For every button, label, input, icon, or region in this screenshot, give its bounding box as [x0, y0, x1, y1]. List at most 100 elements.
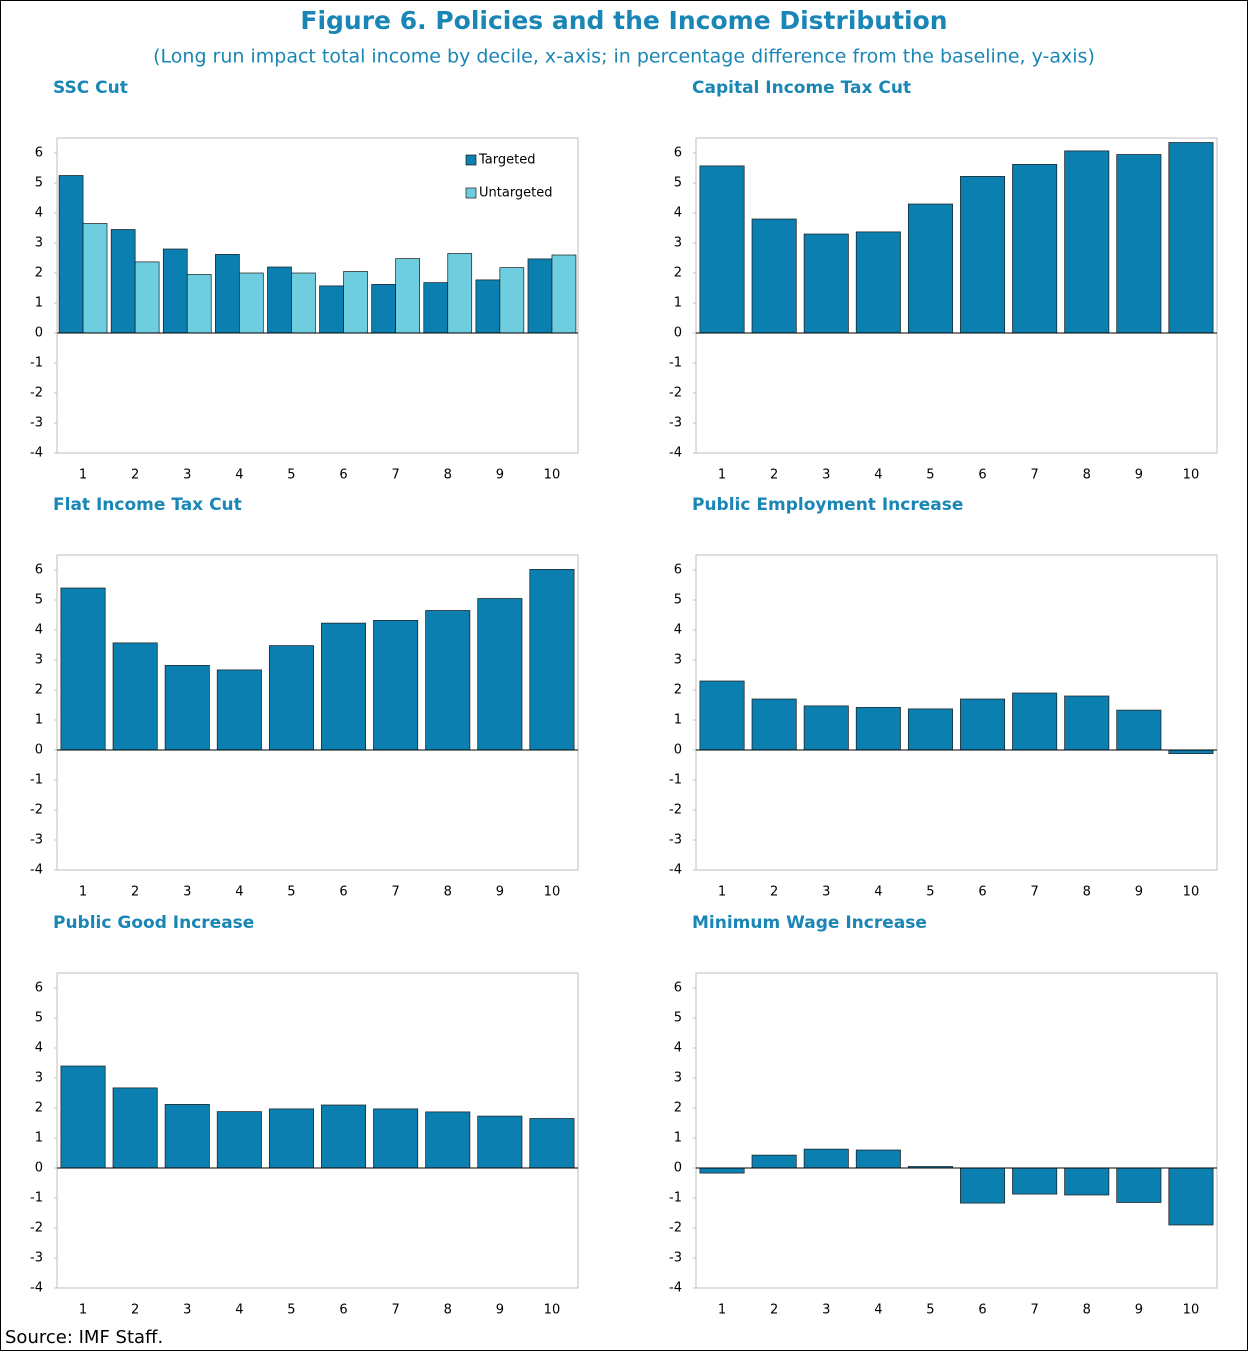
bar — [527, 258, 553, 334]
y-tick-label: -4 — [669, 1281, 682, 1296]
x-tick-label: 9 — [496, 885, 504, 900]
bar — [112, 642, 158, 751]
bar — [855, 231, 901, 334]
bar — [134, 261, 160, 334]
bar — [855, 707, 901, 751]
bar — [395, 258, 420, 334]
y-tick-label: -1 — [669, 356, 682, 371]
y-tick-label: -4 — [30, 863, 43, 878]
x-tick-label: 10 — [544, 1303, 561, 1318]
bar — [477, 1115, 523, 1169]
y-tick-label: 5 — [674, 176, 682, 191]
y-tick-label: -2 — [30, 803, 43, 818]
y-tick-label: 4 — [674, 623, 682, 638]
y-tick-label: 1 — [674, 713, 682, 728]
y-tick-label: -1 — [30, 356, 43, 371]
y-tick-label: -4 — [669, 446, 682, 461]
y-tick-label: 3 — [35, 653, 43, 668]
y-tick-label: 3 — [35, 236, 43, 251]
y-tick-label: 2 — [674, 266, 682, 281]
bar — [216, 669, 262, 751]
bar — [319, 285, 344, 334]
figure-subtitle: (Long run impact total income by decile,… — [153, 46, 1095, 68]
bar — [239, 272, 264, 334]
bar — [425, 1111, 471, 1169]
bar — [1168, 142, 1214, 334]
y-tick-label: -3 — [30, 833, 43, 848]
x-tick-label: 7 — [1031, 468, 1039, 483]
x-tick-label: 4 — [874, 1303, 882, 1318]
x-tick-label: 8 — [444, 885, 452, 900]
y-tick-label: 0 — [674, 326, 682, 341]
bar — [1064, 1167, 1110, 1196]
x-tick-label: 2 — [131, 468, 139, 483]
x-tick-label: 2 — [770, 885, 778, 900]
x-tick-label: 3 — [822, 885, 830, 900]
x-tick-label: 1 — [79, 1303, 87, 1318]
bar — [321, 622, 367, 751]
y-tick-label: -2 — [669, 386, 682, 401]
y-tick-label: -4 — [669, 863, 682, 878]
x-tick-label: 10 — [544, 468, 561, 483]
bar — [960, 698, 1006, 751]
y-tick-label: 1 — [674, 296, 682, 311]
x-tick-label: 5 — [287, 468, 295, 483]
bar — [112, 1087, 158, 1169]
y-tick-label: 2 — [674, 1101, 682, 1116]
bar — [216, 1111, 262, 1169]
x-tick-label: 9 — [496, 1303, 504, 1318]
x-tick-label: 4 — [235, 468, 243, 483]
y-tick-label: 6 — [35, 981, 43, 996]
x-tick-label: 3 — [183, 468, 191, 483]
y-tick-label: -3 — [30, 1251, 43, 1266]
x-tick-label: 10 — [544, 885, 561, 900]
bar — [751, 218, 797, 334]
bar — [699, 165, 745, 334]
bar — [268, 645, 314, 751]
bar — [425, 610, 471, 751]
x-tick-label: 6 — [339, 885, 347, 900]
bar — [1168, 1167, 1214, 1226]
bar — [960, 1167, 1006, 1204]
bar — [803, 1148, 849, 1169]
y-tick-label: 0 — [35, 1161, 43, 1176]
bar — [423, 282, 449, 334]
x-tick-label: 2 — [770, 1303, 778, 1318]
x-tick-label: 3 — [822, 1303, 830, 1318]
bar — [1116, 709, 1162, 751]
bar — [267, 266, 292, 334]
x-tick-label: 6 — [978, 1303, 986, 1318]
bar — [371, 284, 396, 334]
bar — [82, 223, 108, 334]
x-tick-label: 8 — [1083, 468, 1091, 483]
x-tick-label: 2 — [131, 885, 139, 900]
bar — [1012, 164, 1058, 334]
panel-title: Minimum Wage Increase — [692, 913, 927, 933]
y-tick-label: 3 — [35, 1071, 43, 1086]
y-tick-label: 0 — [35, 743, 43, 758]
y-tick-label: 0 — [674, 743, 682, 758]
y-tick-label: -4 — [30, 446, 43, 461]
x-tick-label: 6 — [339, 1303, 347, 1318]
x-tick-label: 8 — [1083, 885, 1091, 900]
y-tick-label: 2 — [35, 1101, 43, 1116]
y-tick-label: 4 — [35, 623, 43, 638]
x-tick-label: 5 — [926, 885, 934, 900]
x-tick-label: 9 — [496, 468, 504, 483]
bar — [699, 680, 745, 751]
x-tick-label: 8 — [1083, 1303, 1091, 1318]
bar — [162, 248, 188, 334]
bar — [907, 203, 953, 334]
y-tick-label: 1 — [35, 1131, 43, 1146]
x-tick-label: 9 — [1135, 885, 1143, 900]
legend-label: Targeted — [478, 153, 535, 168]
plot-frame — [56, 137, 579, 454]
bar — [373, 620, 419, 751]
y-tick-label: -2 — [669, 1221, 682, 1236]
bar — [855, 1149, 901, 1169]
x-tick-label: 6 — [978, 885, 986, 900]
bar — [1064, 150, 1110, 334]
x-tick-label: 7 — [392, 885, 400, 900]
plot-frame — [695, 554, 1218, 871]
